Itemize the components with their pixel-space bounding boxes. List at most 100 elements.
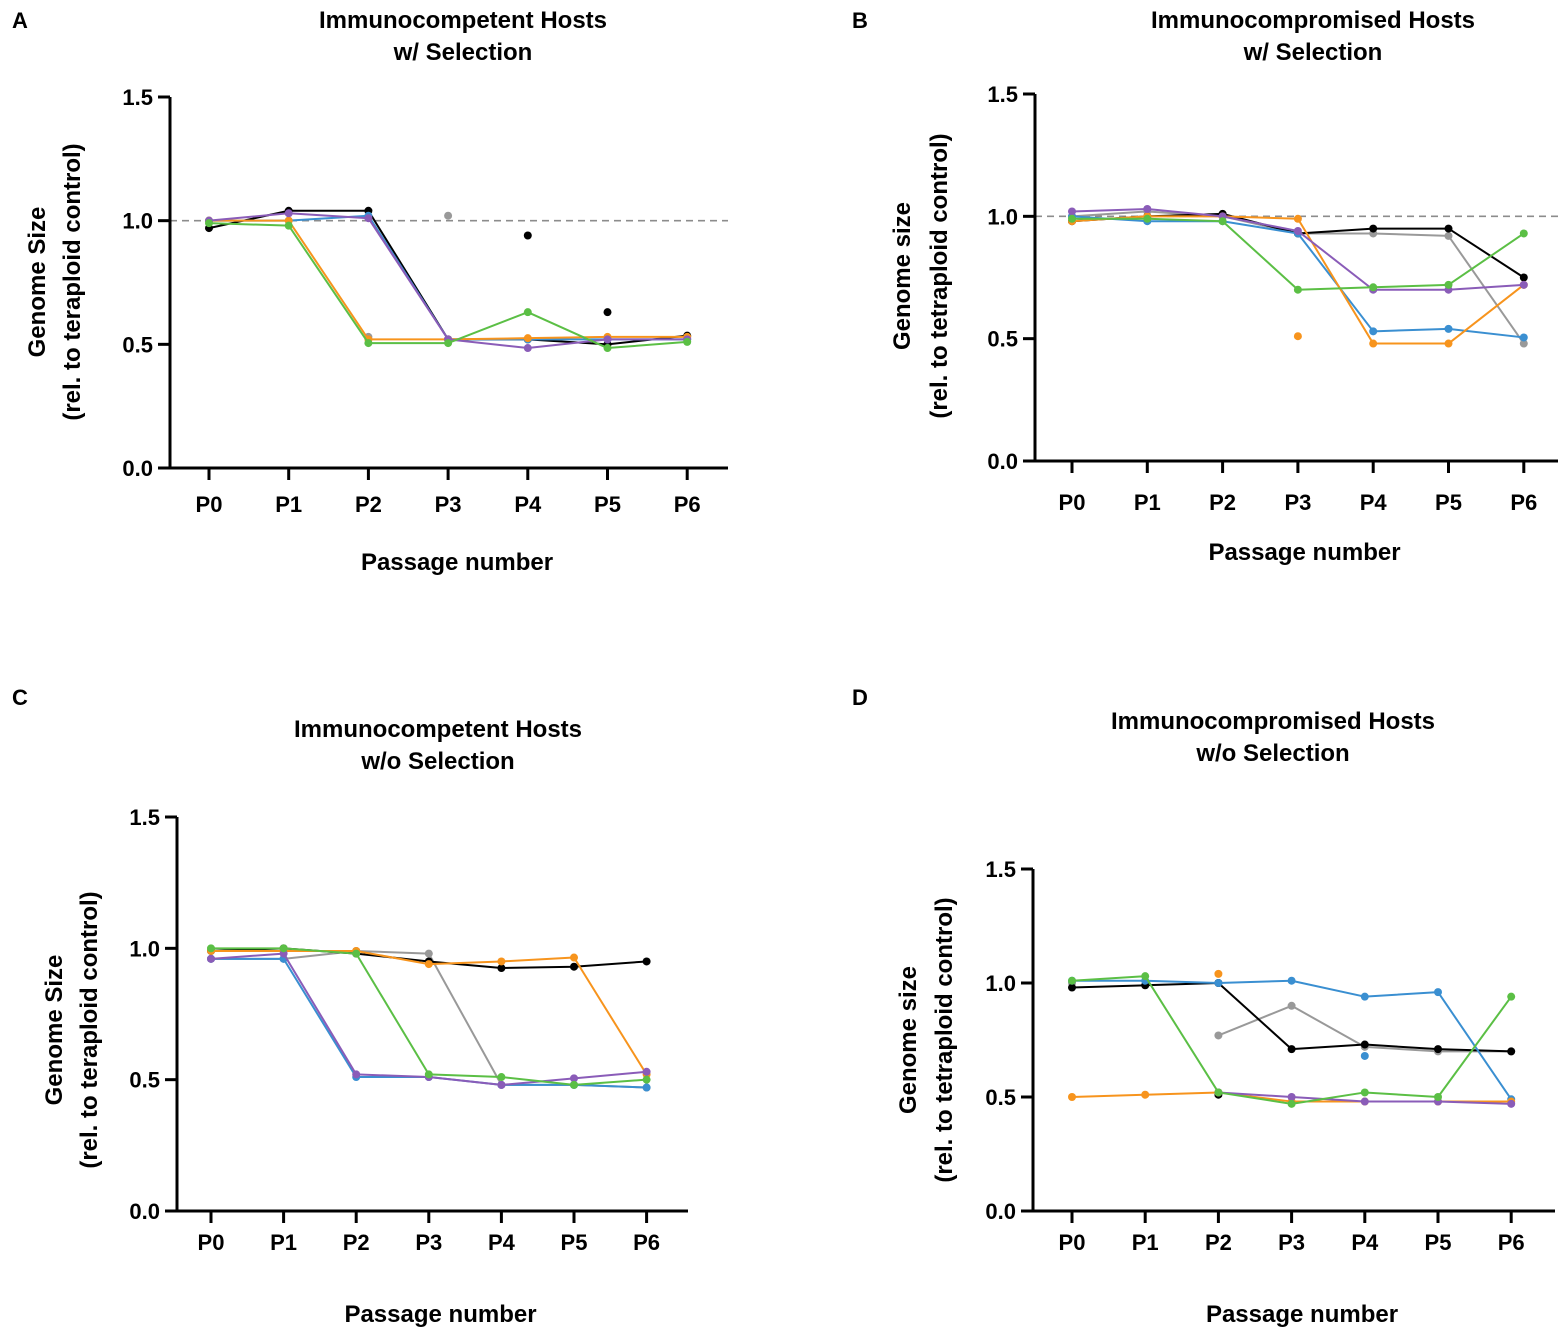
data-point-gray bbox=[1519, 339, 1528, 348]
x-tick-label: P1 bbox=[1134, 490, 1161, 515]
data-point-green bbox=[444, 339, 453, 348]
data-point-green bbox=[364, 339, 373, 348]
series-line-orange bbox=[209, 219, 688, 341]
data-point-blue bbox=[1360, 992, 1369, 1001]
data-point-purple bbox=[570, 1074, 578, 1083]
outlier-point-orange bbox=[1214, 969, 1223, 978]
data-point-gray bbox=[1444, 231, 1453, 240]
x-tick-label: P5 bbox=[561, 1230, 588, 1255]
data-point-blue bbox=[1369, 327, 1378, 336]
x-tick-label: P1 bbox=[275, 492, 302, 517]
x-tick-label: P3 bbox=[1284, 490, 1311, 515]
panel-b: B Immunocompromised Hosts w/ Selection Geno… bbox=[852, 7, 1558, 566]
y-tick-label: 1.5 bbox=[987, 82, 1018, 107]
panel-a: A Immunocompetent Hosts w/ Selection Genome… bbox=[12, 7, 728, 576]
y-tick-label: 0.0 bbox=[129, 1199, 160, 1224]
x-tick-label: P1 bbox=[270, 1230, 297, 1255]
data-point-orange bbox=[1444, 339, 1453, 348]
outlier-point-orange bbox=[1293, 332, 1302, 341]
data-point-purple bbox=[497, 1080, 506, 1089]
x-tick-label: P3 bbox=[1278, 1230, 1305, 1255]
y-axis-label-line-1: Genome size bbox=[889, 202, 916, 350]
chart-title-line-2: w/o Selection bbox=[1195, 740, 1349, 767]
x-tick-label: P0 bbox=[1059, 1230, 1086, 1255]
x-tick-label: P4 bbox=[1360, 490, 1388, 515]
data-point-green bbox=[1444, 280, 1453, 289]
data-point-purple bbox=[523, 344, 532, 353]
data-point-green bbox=[424, 1070, 433, 1079]
series-green bbox=[207, 944, 651, 1089]
data-point-blue bbox=[1214, 979, 1223, 987]
data-point-gray bbox=[1214, 1031, 1223, 1040]
panel-label: B bbox=[852, 8, 868, 33]
series-orange bbox=[1068, 969, 1516, 1106]
chart-title-line-1: Immunocompetent Hosts bbox=[294, 716, 582, 743]
data-point-purple bbox=[1360, 1097, 1369, 1106]
x-tick-label: P5 bbox=[1425, 1230, 1452, 1255]
data-point-black bbox=[1068, 983, 1076, 992]
data-point-black bbox=[1519, 273, 1528, 282]
x-tick-label: P6 bbox=[674, 492, 701, 517]
series-green bbox=[1068, 214, 1528, 294]
data-point-gray bbox=[424, 949, 433, 958]
chart-title-line-2: w/o Selection bbox=[360, 748, 514, 775]
data-point-black bbox=[1360, 1040, 1369, 1049]
panel-d: D Immunocompromised Hosts w/o Selection Gen… bbox=[852, 685, 1555, 1328]
data-point-orange bbox=[570, 953, 578, 962]
data-point-black bbox=[1369, 224, 1378, 233]
x-tick-label: P6 bbox=[1498, 1230, 1525, 1255]
data-point-black bbox=[497, 964, 506, 973]
y-tick-label: 1.5 bbox=[122, 85, 153, 110]
series-purple bbox=[205, 209, 692, 353]
outlier-point-blue bbox=[1360, 1051, 1369, 1060]
series-line-purple bbox=[208, 212, 688, 350]
x-tick-label: P2 bbox=[1209, 490, 1236, 515]
outlier-point-black bbox=[603, 308, 612, 317]
y-tick-label: 1.0 bbox=[129, 936, 160, 961]
data-point-green bbox=[1293, 285, 1302, 294]
y-tick-label: 0.5 bbox=[987, 327, 1018, 352]
data-point-green bbox=[523, 308, 532, 317]
x-tick-label: P0 bbox=[196, 492, 223, 517]
series-green bbox=[1068, 972, 1516, 1108]
y-axis-label-line-2: (rel. to tetraploid control) bbox=[931, 897, 958, 1182]
series-gray bbox=[205, 211, 692, 341]
data-point-purple bbox=[642, 1067, 651, 1076]
x-tick-label: P2 bbox=[355, 492, 382, 517]
panel-label: D bbox=[852, 685, 868, 710]
x-tick-label: P2 bbox=[343, 1230, 370, 1255]
data-point-green bbox=[284, 221, 293, 230]
y-tick-label: 1.5 bbox=[129, 805, 160, 830]
series-line-green bbox=[1071, 975, 1513, 1105]
data-point-purple bbox=[1507, 1099, 1516, 1108]
x-tick-label: P6 bbox=[1510, 490, 1537, 515]
series-gray bbox=[1068, 979, 1516, 1056]
y-tick-label: 0.0 bbox=[122, 456, 153, 481]
data-point-purple bbox=[1293, 227, 1302, 236]
series-line-black bbox=[208, 209, 688, 346]
outlier-point-black bbox=[523, 231, 532, 240]
data-point-blue bbox=[1434, 988, 1442, 997]
series-line-blue bbox=[1072, 979, 1513, 1100]
x-tick-label: P5 bbox=[594, 492, 621, 517]
data-point-gray bbox=[1287, 1001, 1296, 1010]
series-purple bbox=[207, 949, 651, 1089]
y-tick-label: 1.0 bbox=[122, 209, 153, 234]
series-green bbox=[205, 219, 692, 353]
data-point-blue bbox=[1444, 324, 1453, 333]
data-point-black bbox=[642, 957, 651, 966]
outlier-point-gray bbox=[444, 211, 453, 220]
data-point-green bbox=[1507, 992, 1516, 1001]
y-axis-label-line-1: Genome Size bbox=[24, 207, 51, 358]
x-tick-label: P1 bbox=[1132, 1230, 1159, 1255]
chart-title-line-1: Immunocompetent Hosts bbox=[319, 7, 607, 34]
chart-title-line-2: w/ Selection bbox=[1243, 39, 1383, 66]
data-point-purple bbox=[1068, 207, 1076, 216]
panel-label: A bbox=[12, 8, 28, 33]
y-tick-label: 1.5 bbox=[985, 857, 1016, 882]
data-point-green bbox=[207, 944, 215, 953]
data-point-purple bbox=[352, 1070, 361, 1079]
series-line-purple bbox=[210, 952, 647, 1086]
data-point-green bbox=[1214, 1088, 1223, 1097]
